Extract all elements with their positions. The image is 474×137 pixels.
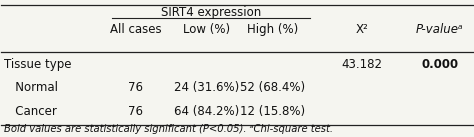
Text: Bold values are statistically significant (P<0.05). ᵃChi-square test.: Bold values are statistically significan… (4, 124, 333, 134)
Text: Tissue type: Tissue type (4, 58, 71, 71)
Text: SIRT4 expression: SIRT4 expression (161, 6, 261, 19)
Text: 0.000: 0.000 (421, 58, 458, 71)
Text: X²: X² (356, 23, 368, 36)
Text: 64 (84.2%): 64 (84.2%) (174, 105, 239, 118)
Text: 24 (31.6%): 24 (31.6%) (174, 81, 239, 94)
Text: High (%): High (%) (246, 23, 298, 36)
Text: Normal: Normal (4, 81, 58, 94)
Text: 76: 76 (128, 105, 143, 118)
Text: 76: 76 (128, 81, 143, 94)
Text: All cases: All cases (110, 23, 162, 36)
Text: Low (%): Low (%) (183, 23, 230, 36)
Text: 43.182: 43.182 (341, 58, 383, 71)
Text: P-valueᵃ: P-valueᵃ (416, 23, 464, 36)
Text: Cancer: Cancer (4, 105, 56, 118)
Text: 12 (15.8%): 12 (15.8%) (240, 105, 305, 118)
Text: 52 (68.4%): 52 (68.4%) (240, 81, 305, 94)
